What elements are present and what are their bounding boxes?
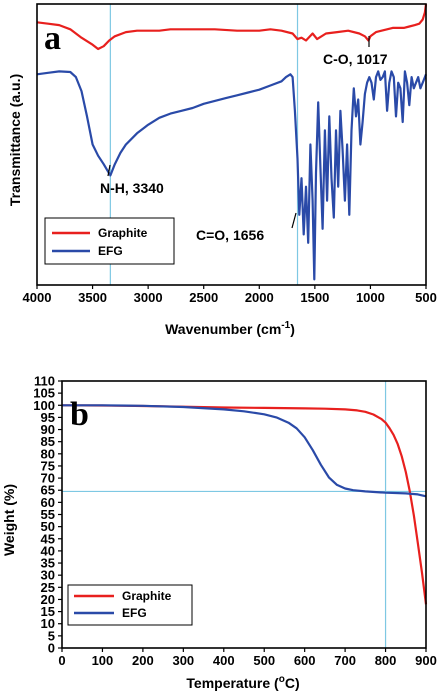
y-tick-label: 25 — [41, 580, 55, 595]
panel-a-x-axis-title: Wavenumber (cm-1) — [165, 320, 295, 337]
y-tick-label: 100 — [33, 398, 55, 413]
annotation-co-1656-pointer — [291, 212, 297, 229]
panel-b-legend-box — [67, 584, 193, 626]
y-tick-label: 80 — [41, 446, 55, 461]
panel-b-axes: 0 100 200 300 400 500 600 700 800 900 051015202530… — [33, 374, 437, 669]
panel-a-y-axis-title: Transmittance (a.u.) — [7, 74, 23, 206]
panel-a-series — [36, 3, 428, 281]
panel-b-legend-efg-label: EFG — [122, 606, 147, 620]
series-line-efg — [62, 404, 427, 498]
y-tick-label: 110 — [34, 374, 55, 389]
series-line-graphite — [36, 3, 428, 51]
y-tick-label: 15 — [41, 604, 55, 619]
x-tick-label: 3500 — [78, 290, 107, 305]
y-tick-label: 30 — [41, 568, 55, 583]
y-tick-label: 70 — [41, 471, 55, 486]
panel-a-ftir: 4000 3500 3000 2500 2000 1500 1000 500 a Transm… — [7, 3, 437, 337]
y-tick-label: 60 — [41, 495, 55, 510]
panel-b-tga: 0 100 200 300 400 500 600 700 800 900 051015202530… — [1, 374, 437, 692]
y-tick-label: 95 — [41, 410, 55, 425]
panel-b-series — [61, 404, 428, 605]
x-tick-label: 600 — [294, 653, 316, 668]
x-tick-label: 500 — [415, 290, 437, 305]
y-tick-label: 5 — [48, 628, 55, 643]
annotation-nh-3340-pointer — [107, 164, 111, 177]
annotation-co-1656: C=O, 1656 — [196, 227, 264, 243]
panel-b-y-axis-title: Weight (%) — [1, 484, 17, 556]
y-tick-label: 0 — [48, 641, 55, 656]
panel-a-legend-box — [44, 217, 175, 265]
panel-a-legend: Graphite EFG — [44, 217, 175, 265]
panel-a-label: a — [44, 20, 61, 57]
series-line-graphite — [61, 404, 428, 605]
annotation-nh-3340: N-H, 3340 — [100, 180, 164, 196]
x-tick-label: 2000 — [245, 290, 274, 305]
y-tick-label: 85 — [41, 434, 55, 449]
y-tick-label: 20 — [41, 592, 55, 607]
y-tick-label: 90 — [41, 422, 55, 437]
panel-b-legend: Graphite EFG — [67, 584, 193, 626]
y-tick-label: 65 — [41, 483, 55, 498]
x-tick-label: 2500 — [189, 290, 218, 305]
x-tick-label: 0 — [58, 653, 65, 668]
y-tick-label: 40 — [41, 543, 55, 558]
panel-a-legend-efg-label: EFG — [98, 244, 123, 258]
x-tick-label: 200 — [132, 653, 154, 668]
y-tick-label: 50 — [41, 519, 55, 534]
x-tick-label: 3000 — [134, 290, 163, 305]
x-tick-label: 1000 — [356, 290, 385, 305]
series-line-efg — [36, 70, 428, 281]
y-tick-label: 35 — [41, 556, 55, 571]
y-tick-label: 10 — [41, 616, 55, 631]
x-tick-label: 700 — [334, 653, 356, 668]
x-tick-label: 4000 — [23, 290, 52, 305]
panel-a-x-axis: 4000 3500 3000 2500 2000 1500 1000 500 — [23, 285, 437, 305]
y-tick-label: 45 — [41, 531, 55, 546]
panel-b-legend-graphite-label: Graphite — [122, 589, 172, 603]
x-tick-label: 300 — [172, 653, 194, 668]
x-tick-label: 1500 — [300, 290, 329, 305]
panel-b-x-axis-title: Temperature (oC) — [186, 674, 299, 691]
x-tick-label: 900 — [415, 653, 437, 668]
y-tick-label: 75 — [41, 458, 55, 473]
panel-a-legend-graphite-label: Graphite — [98, 226, 148, 240]
x-tick-label: 400 — [213, 653, 235, 668]
y-tick-label: 105 — [33, 386, 55, 401]
x-tick-label: 100 — [92, 653, 114, 668]
x-tick-label: 500 — [253, 653, 275, 668]
y-tick-label: 55 — [41, 507, 55, 522]
x-tick-label: 800 — [375, 653, 397, 668]
panel-a-plot-frame — [36, 3, 427, 286]
annotation-co-1017: C-O, 1017 — [323, 51, 388, 67]
panel-b-label: b — [70, 396, 89, 433]
